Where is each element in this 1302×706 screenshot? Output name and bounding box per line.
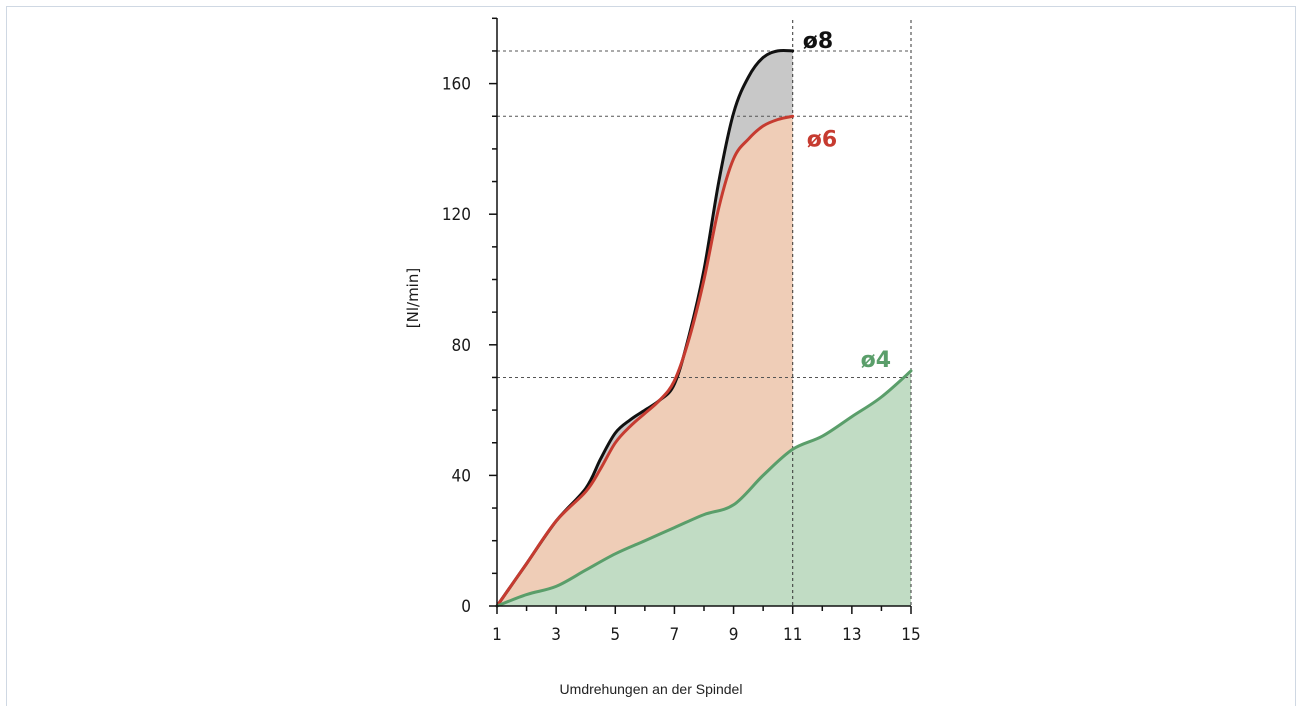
series-label-2: ø6 [807, 127, 837, 152]
x-tick-label: 15 [901, 625, 920, 645]
chart-frame [6, 6, 1296, 706]
series-line-2 [495, 114, 795, 608]
series-fills [497, 50, 911, 607]
series-labels: ø8 ø6 ø4 [803, 29, 891, 373]
y-axis-label: [Nl/min] [404, 268, 422, 328]
x-tick-label: 5 [610, 625, 620, 645]
series-fill-2 [497, 116, 793, 607]
y-tick-label: 160 [442, 75, 471, 95]
series-line-1 [495, 48, 795, 608]
x-tick-label: 1 [492, 625, 502, 645]
series-line-3 [495, 369, 913, 608]
x-tick-label: 7 [670, 625, 680, 645]
y-tick-label: 0 [461, 597, 471, 617]
x-axis-label: Umdrehungen an der Spindel [559, 681, 743, 697]
x-tick-label: 13 [842, 625, 861, 645]
series-label-1: ø8 [803, 29, 833, 54]
series-fill-3 [497, 370, 911, 606]
series-label-3: ø4 [861, 348, 891, 373]
y-tick-label: 80 [452, 336, 471, 356]
series-lines [495, 48, 913, 608]
x-tick-label: 9 [729, 625, 739, 645]
y-tick-label: 40 [452, 466, 471, 486]
x-tick-label: 3 [551, 625, 561, 645]
x-tick-label: 11 [783, 625, 802, 645]
y-tick-label: 120 [442, 205, 471, 225]
